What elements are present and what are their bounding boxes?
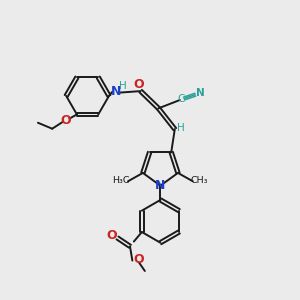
Text: CH₃: CH₃ [190,176,208,184]
Text: O: O [60,114,70,127]
Text: H₃C: H₃C [112,176,130,184]
Text: N: N [111,85,122,98]
Text: H: H [119,81,127,91]
Text: O: O [133,254,144,266]
Text: O: O [107,229,118,242]
Text: N: N [155,179,166,192]
Text: O: O [134,78,144,91]
Text: H: H [178,123,185,133]
Text: C: C [177,94,185,104]
Text: N: N [196,88,204,98]
